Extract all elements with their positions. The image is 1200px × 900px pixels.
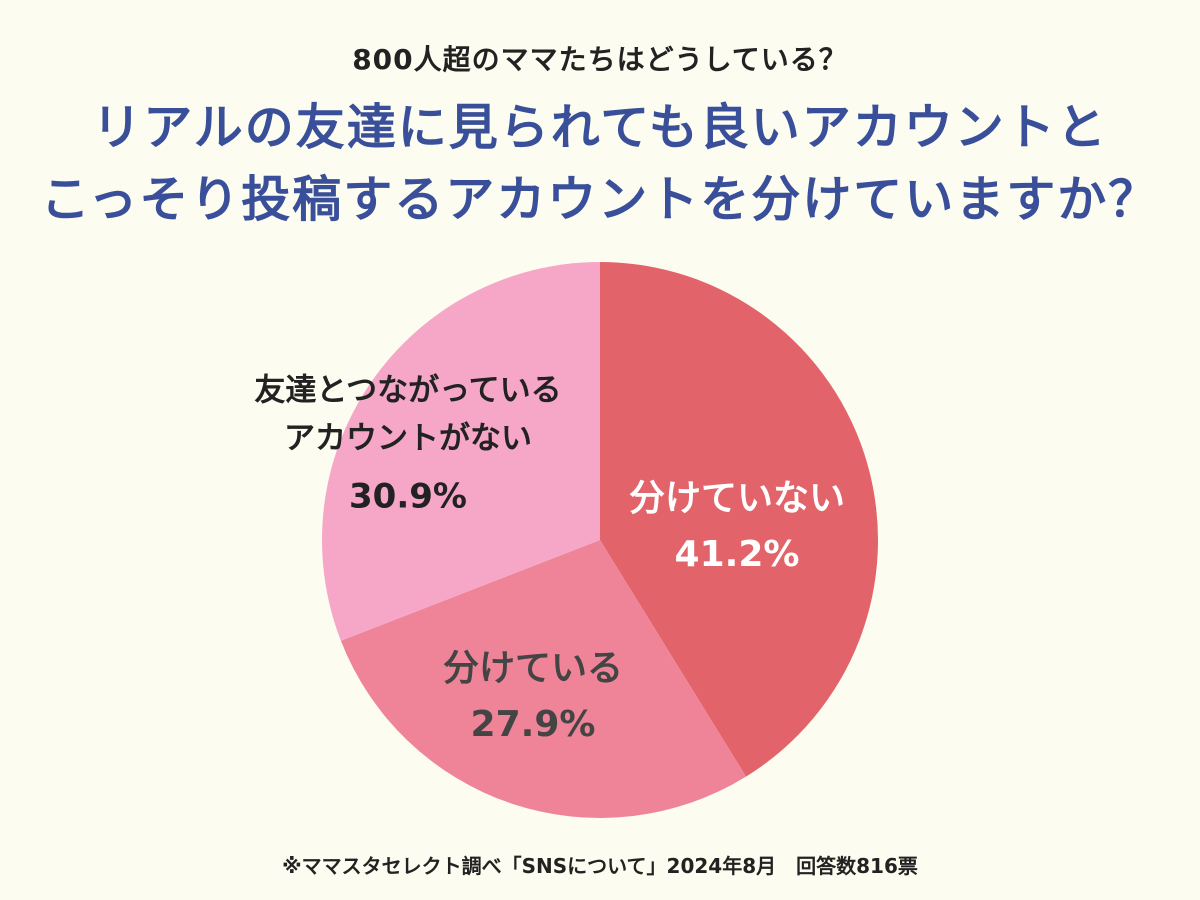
chart-title-line-2: こっそり投稿するアカウントを分けていますか？ [40,171,1160,228]
slice-value-1: 27.9% [471,704,596,745]
slice-label-2-line-1: アカウントがない [284,421,532,457]
chart-title: リアルの友達に見られても良いアカウントと こっそり投稿するアカウントを分けていま… [0,92,1200,236]
chart-title-line-1: リアルの友達に見られても良いアカウントと [92,99,1108,156]
slice-label-2-line-0: 友達とつながっている [254,373,561,409]
pie-slice-2 [321,262,600,641]
slice-label-0-line-0: 分けていない [629,478,845,519]
pie-slice-1 [340,540,746,818]
slice-label-1-line-0: 分けている [443,648,623,689]
pie-slice-0 [600,262,878,777]
chart-subtitle: 800人超のママたちはどうしている？ [352,43,848,76]
slice-value-2: 30.9% [349,477,467,517]
slice-value-0: 41.2% [675,534,800,575]
survey-footnote: ※ママスタセレクト調べ「SNSについて」2024年8月 回答数816票 [282,854,918,878]
